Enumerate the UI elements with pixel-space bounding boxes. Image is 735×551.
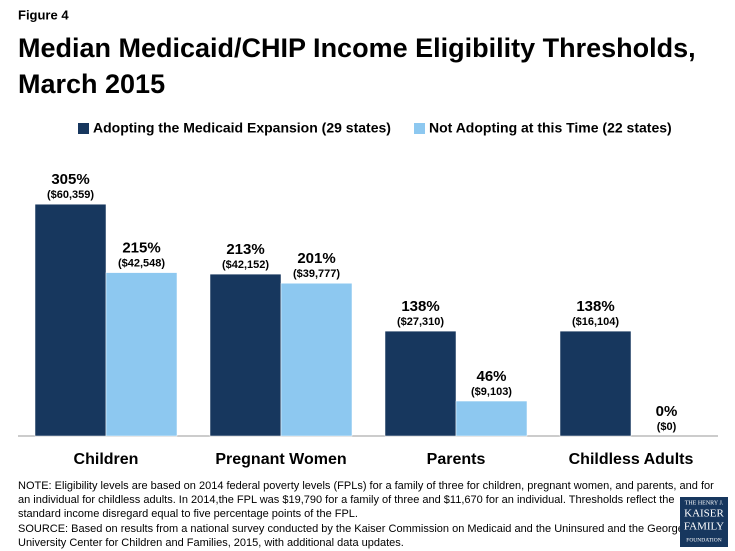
bar	[34, 203, 107, 437]
value-label: 215%	[122, 240, 160, 257]
bar	[209, 273, 282, 437]
legend-swatch	[78, 123, 89, 134]
bar	[280, 282, 353, 437]
dollar-label: ($60,359)	[47, 189, 94, 201]
note: standard income disregard equal to five …	[18, 508, 358, 520]
x-tick-label: Parents	[427, 451, 486, 468]
dollar-label: ($39,777)	[293, 268, 340, 280]
x-tick-label: Childless Adults	[569, 451, 694, 468]
logo-text: FOUNDATION	[686, 537, 721, 543]
dollar-label: ($42,548)	[118, 258, 165, 270]
x-tick-label: Children	[74, 451, 139, 468]
dollar-label: ($42,152)	[222, 259, 269, 271]
chart-title: March 2015	[18, 69, 165, 99]
value-label: 201%	[297, 250, 335, 267]
source: University Center for Children and Famil…	[18, 537, 404, 549]
bar	[384, 330, 457, 437]
value-label: 305%	[51, 171, 89, 188]
value-label: 138%	[401, 298, 439, 315]
chart-title: Median Medicaid/CHIP Income Eligibility …	[18, 33, 696, 63]
legend-label: Not Adopting at this Time (22 states)	[429, 120, 672, 136]
legend-label: Adopting the Medicaid Expansion (29 stat…	[93, 120, 391, 136]
dollar-label: ($27,310)	[397, 316, 444, 328]
logo-text: THE HENRY J.	[685, 500, 724, 506]
value-label: 138%	[576, 298, 614, 315]
dollar-label: ($0)	[657, 421, 677, 433]
figure-label: Figure 4	[18, 7, 69, 22]
logo	[680, 497, 728, 547]
note: NOTE: Eligibility levels are based on 20…	[18, 480, 714, 492]
logo-text: KAISER	[684, 508, 724, 520]
value-label: 46%	[476, 368, 506, 385]
logo-text: FAMILY	[684, 521, 724, 533]
dollar-label: ($16,104)	[572, 316, 619, 328]
bar	[105, 272, 178, 437]
x-tick-label: Pregnant Women	[215, 451, 346, 468]
bar	[559, 330, 632, 437]
source: SOURCE: Based on results from a national…	[18, 523, 707, 535]
value-label: 213%	[226, 241, 264, 258]
note: an individual for childless adults. In 2…	[18, 494, 675, 506]
dollar-label: ($9,103)	[471, 386, 512, 398]
value-label: 0%	[656, 403, 678, 420]
legend-swatch	[414, 123, 425, 134]
bar	[455, 400, 528, 437]
